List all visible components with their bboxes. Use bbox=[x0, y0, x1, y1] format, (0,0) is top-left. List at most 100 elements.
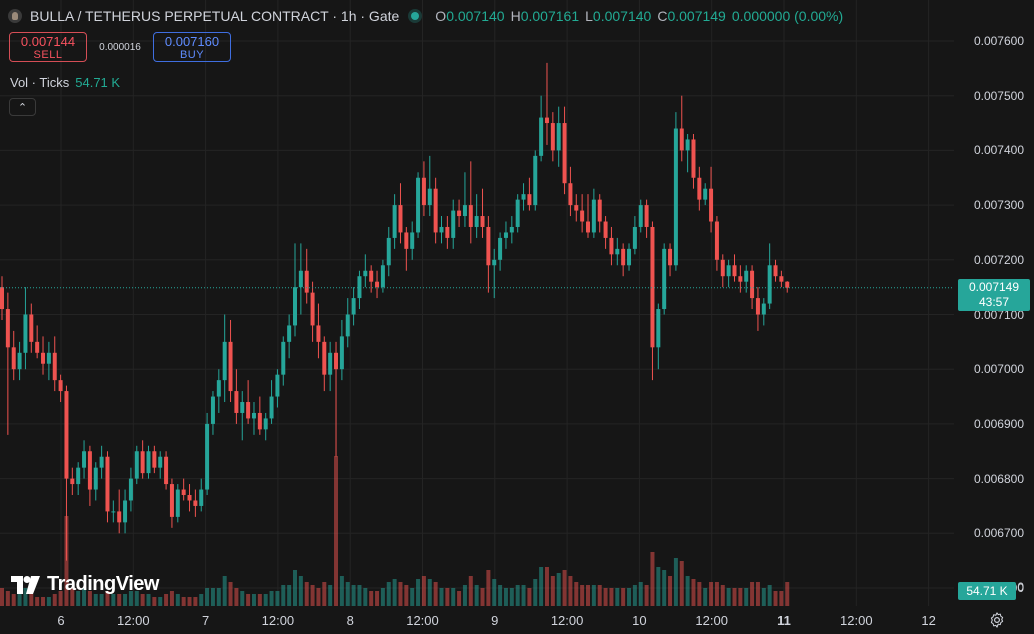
volume-bar bbox=[462, 585, 467, 606]
candle-body bbox=[93, 467, 98, 490]
volume-bar bbox=[304, 582, 309, 606]
volume-bar bbox=[70, 588, 75, 606]
price-tick-label: 0.006700 bbox=[973, 526, 1024, 541]
candle-body bbox=[462, 205, 467, 217]
volume-bar bbox=[597, 585, 602, 606]
candle-body bbox=[58, 380, 63, 392]
volume-bar bbox=[369, 591, 374, 606]
candle-body bbox=[345, 314, 350, 337]
candle-body bbox=[275, 374, 280, 397]
candle-body bbox=[650, 226, 655, 348]
candle-body bbox=[87, 451, 92, 490]
tradingview-logo-text: TradingView bbox=[47, 573, 159, 595]
volume-bar bbox=[0, 588, 4, 606]
candle-body bbox=[316, 325, 321, 342]
candle-body bbox=[720, 259, 725, 277]
candle-body bbox=[134, 451, 139, 479]
volume-bar bbox=[287, 585, 292, 606]
volume-bar bbox=[234, 588, 239, 606]
symbol-title[interactable]: BULLA / TETHERUS PERPETUAL CONTRACT · 1h… bbox=[30, 8, 400, 24]
volume-bar bbox=[35, 597, 40, 606]
candle-body bbox=[539, 117, 544, 156]
volume-bar bbox=[251, 594, 256, 606]
buy-price: 0.007160 bbox=[164, 33, 220, 49]
volume-bar bbox=[433, 582, 438, 606]
price-tick-label: 0.007100 bbox=[973, 307, 1024, 322]
volume-bar bbox=[23, 588, 28, 606]
volume-bar bbox=[298, 576, 303, 606]
volume-bar bbox=[720, 585, 725, 606]
volume-bar bbox=[486, 570, 491, 606]
candle-body bbox=[140, 451, 145, 474]
tradingview-logo[interactable]: TradingView bbox=[11, 573, 159, 596]
candle-body bbox=[251, 412, 256, 419]
volume-bar bbox=[76, 591, 81, 606]
sell-button[interactable]: 0.007144 SELL bbox=[9, 32, 87, 62]
candle-body bbox=[597, 199, 602, 222]
collapse-legend-button[interactable]: ⌃ bbox=[9, 98, 36, 116]
volume-bar bbox=[480, 588, 485, 606]
gear-icon[interactable] bbox=[988, 611, 1006, 629]
bar-countdown: 43:57 bbox=[978, 295, 1010, 309]
volume-bar bbox=[310, 585, 315, 606]
volume-bar bbox=[750, 582, 755, 606]
symbol-legend: BULLA / TETHERUS PERPETUAL CONTRACT · 1h… bbox=[8, 6, 843, 26]
volume-bar bbox=[193, 597, 198, 606]
volume-bar bbox=[603, 588, 608, 606]
volume-bar bbox=[503, 588, 508, 606]
volume-bar bbox=[328, 585, 333, 606]
volume-bar bbox=[785, 582, 790, 606]
candle-body bbox=[304, 270, 309, 293]
candle-body bbox=[187, 495, 192, 501]
volume-bar bbox=[544, 567, 549, 606]
candle-body bbox=[240, 402, 245, 413]
candle-body bbox=[29, 314, 34, 342]
candle-body bbox=[234, 391, 239, 413]
volume-bar bbox=[586, 585, 590, 606]
volume-legend-value: 54.71 K bbox=[75, 75, 121, 90]
volume-bar bbox=[632, 585, 637, 606]
volume-bar bbox=[357, 585, 362, 606]
volume-bar bbox=[263, 594, 268, 606]
candle-body bbox=[11, 347, 16, 370]
volume-bar bbox=[281, 585, 286, 606]
chart-grid bbox=[0, 0, 954, 606]
candle-body bbox=[164, 456, 169, 485]
candle-body bbox=[732, 265, 737, 277]
candle-body bbox=[175, 489, 180, 517]
candle-body bbox=[222, 341, 227, 381]
candle-body bbox=[205, 423, 210, 490]
volume-bar bbox=[474, 585, 479, 606]
bulla-coin-icon bbox=[8, 9, 22, 23]
candle-body bbox=[562, 123, 567, 184]
volume-bar bbox=[87, 591, 92, 606]
volume-bar bbox=[714, 582, 719, 606]
candle-body bbox=[398, 205, 403, 233]
candle-body bbox=[228, 341, 233, 392]
volume-bar bbox=[410, 588, 415, 606]
volume-bar bbox=[738, 588, 743, 606]
volume-bar bbox=[269, 591, 274, 606]
candlestick-series bbox=[0, 62, 790, 561]
volume-legend[interactable]: Vol · Ticks 54.71 K bbox=[10, 75, 120, 90]
candle-body bbox=[714, 221, 719, 260]
volume-bar bbox=[205, 588, 210, 606]
candle-body bbox=[334, 352, 339, 370]
volume-bar bbox=[181, 597, 186, 606]
candle-body bbox=[369, 270, 374, 282]
volume-bar bbox=[29, 594, 34, 606]
candle-body bbox=[533, 155, 538, 206]
volume-bar bbox=[644, 585, 649, 606]
time-tick-label: 12:00 bbox=[117, 613, 150, 628]
candle-body bbox=[773, 265, 778, 277]
volume-bar bbox=[322, 582, 327, 606]
candle-body bbox=[691, 139, 696, 178]
candle-body bbox=[111, 511, 116, 513]
candle-body bbox=[521, 194, 526, 200]
candle-body bbox=[5, 309, 10, 348]
candle-body bbox=[392, 205, 397, 238]
candle-body bbox=[544, 117, 549, 124]
buy-button[interactable]: 0.007160 BUY bbox=[153, 32, 231, 62]
candle-body bbox=[193, 500, 198, 506]
